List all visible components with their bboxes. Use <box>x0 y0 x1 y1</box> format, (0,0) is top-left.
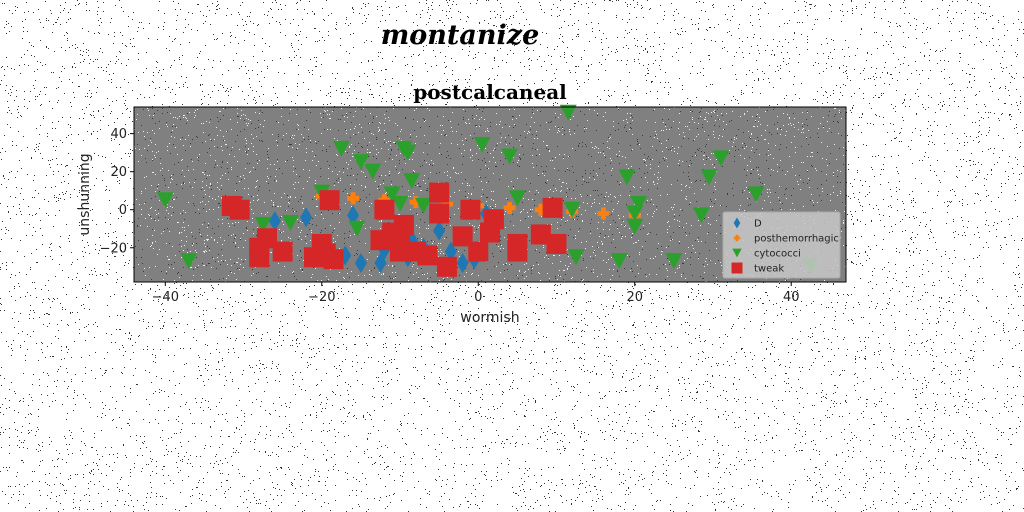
data-point <box>747 186 765 203</box>
data-point <box>507 241 528 262</box>
data-point <box>272 241 293 262</box>
data-point <box>393 214 414 235</box>
data-point <box>414 197 432 214</box>
data-point <box>618 169 636 186</box>
data-point <box>323 249 344 270</box>
data-point <box>559 104 577 121</box>
data-point <box>383 186 401 203</box>
x-tick-label: 0 <box>474 290 482 305</box>
data-point <box>332 140 350 157</box>
data-point <box>399 144 417 161</box>
data-point <box>508 190 526 207</box>
x-axis: −40 −20 0 20 40 <box>152 282 800 305</box>
data-point <box>473 137 491 154</box>
y-tick-label: 20 <box>110 165 127 180</box>
figure-title: montanize <box>380 20 540 51</box>
y-tick-label: −20 <box>100 241 127 256</box>
data-point <box>156 192 174 209</box>
data-point <box>444 241 457 262</box>
legend-marker <box>732 248 742 258</box>
data-point <box>229 199 250 220</box>
y-axis-label: unshunning <box>77 153 93 235</box>
data-point <box>700 169 718 186</box>
legend-item: tweak <box>731 262 784 275</box>
data-point <box>501 148 519 165</box>
legend-label: tweak <box>754 264 784 275</box>
data-point <box>300 207 313 228</box>
data-point <box>347 205 360 226</box>
data-point <box>429 203 450 224</box>
x-tick-label: 40 <box>783 290 800 305</box>
data-point <box>468 241 489 262</box>
legend-box <box>722 211 841 279</box>
data-point <box>665 253 683 270</box>
data-point <box>417 245 438 266</box>
data-point <box>452 226 473 247</box>
data-point <box>391 196 409 213</box>
data-point <box>254 216 272 233</box>
data-point <box>483 209 504 230</box>
x-axis-label: wormish <box>460 310 519 326</box>
legend-label: cytococci <box>754 249 801 260</box>
data-point <box>347 192 360 205</box>
data-point <box>429 182 450 203</box>
data-point <box>281 215 299 232</box>
data-point <box>354 252 367 273</box>
y-axis: −20 0 20 40 <box>100 127 134 256</box>
data-point <box>630 196 648 213</box>
data-point <box>712 150 730 167</box>
y-tick-label: 0 <box>119 203 127 218</box>
chart-title: postcalcaneal <box>413 80 567 104</box>
chart-marks <box>156 104 820 277</box>
data-point <box>626 218 644 235</box>
legend-item: D <box>733 217 762 230</box>
data-point <box>257 228 278 249</box>
data-point <box>546 233 567 254</box>
legend-label: posthemorrhagic <box>754 234 839 245</box>
data-point <box>436 256 457 277</box>
data-point <box>626 205 644 222</box>
data-point <box>534 203 547 216</box>
plot-frame <box>133 106 847 283</box>
data-point <box>352 154 370 171</box>
data-point <box>348 220 366 237</box>
plot-speckle-noise <box>134 107 846 282</box>
data-point <box>390 241 411 262</box>
legend-label: D <box>754 219 762 230</box>
data-point <box>530 224 551 245</box>
data-point <box>409 196 422 209</box>
x-tick-label: −20 <box>308 290 335 305</box>
data-point <box>180 253 198 270</box>
legend-item: cytococci <box>732 249 801 260</box>
data-point <box>403 173 421 190</box>
data-point <box>692 207 710 224</box>
data-point <box>268 211 281 232</box>
data-point <box>319 190 340 211</box>
series-4 <box>221 182 567 277</box>
legend-marker <box>733 217 741 229</box>
data-point <box>610 253 628 270</box>
legend-item: posthemorrhagic <box>733 234 839 245</box>
data-point <box>433 220 446 241</box>
x-tick-label: 20 <box>626 290 643 305</box>
data-point <box>364 163 382 180</box>
data-point <box>542 197 563 218</box>
x-tick-label: −40 <box>152 290 179 305</box>
y-tick-label: 40 <box>110 127 127 142</box>
data-point <box>597 207 610 220</box>
legend-marker <box>731 262 743 274</box>
data-point <box>563 201 581 218</box>
series-3 <box>156 104 820 275</box>
data-point <box>374 199 395 220</box>
data-point <box>503 201 516 214</box>
data-point <box>567 249 585 266</box>
legend-marker <box>733 234 741 242</box>
data-point <box>460 199 481 220</box>
data-point <box>456 252 469 273</box>
